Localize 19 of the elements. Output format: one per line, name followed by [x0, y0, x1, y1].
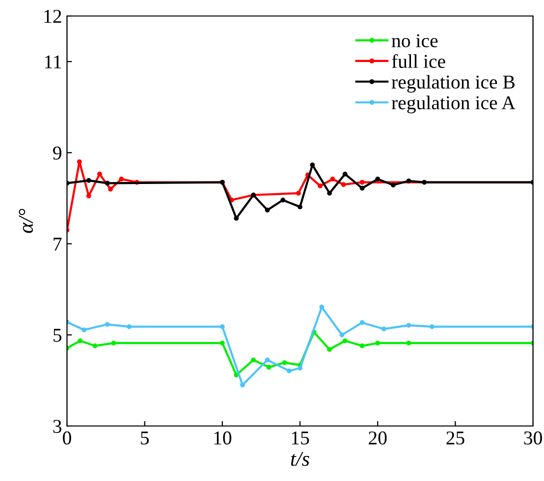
x-tick-label: 10: [214, 431, 232, 445]
x-tick-label: 25: [446, 431, 464, 445]
legend-label: regulation ice A: [392, 96, 516, 114]
legend-label: no ice: [392, 34, 438, 48]
legend-label: regulation ice B: [392, 74, 515, 93]
y-tick-label: 7: [54, 238, 62, 251]
y-tick-label: 3: [53, 420, 62, 433]
x-tick-label: 0: [62, 431, 72, 445]
y-tick-label: 5: [54, 328, 62, 342]
y-tick-label: 11: [45, 55, 61, 68]
y-axis-title: α/°: [18, 208, 33, 233]
x-tick-label: 30: [524, 431, 542, 445]
y-tick-label: 12: [44, 10, 62, 23]
x-tick-label: 15: [292, 432, 309, 445]
x-axis-title: t/s: [291, 452, 310, 466]
legend-label: full ice: [392, 54, 446, 68]
x-tick-label: 5: [140, 432, 149, 445]
x-tick-label: 20: [368, 431, 387, 445]
y-tick-label: 9: [53, 146, 62, 160]
